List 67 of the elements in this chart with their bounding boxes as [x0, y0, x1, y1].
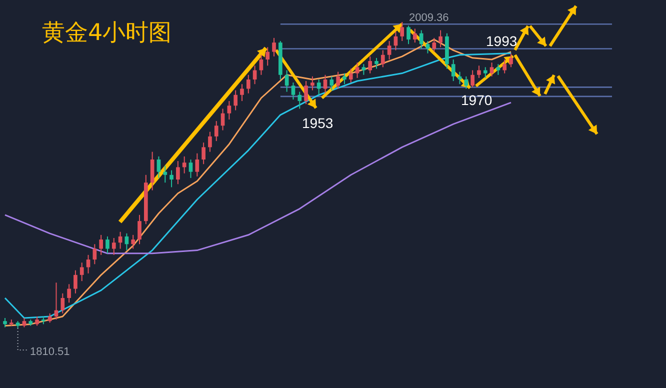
candlestick	[304, 80, 308, 105]
candlestick	[464, 76, 468, 90]
candlestick	[106, 236, 110, 254]
candlestick	[380, 50, 385, 68]
candlestick	[490, 62, 494, 77]
candlestick	[163, 165, 168, 184]
candlestick	[208, 131, 212, 152]
candlestick	[496, 64, 500, 76]
candlestick	[246, 74, 250, 94]
annotation: 1993	[486, 33, 518, 49]
candlestick	[74, 270, 78, 294]
candlestick	[451, 58, 456, 82]
candlestick	[387, 40, 392, 60]
candlestick	[419, 30, 424, 50]
candlestick	[188, 159, 193, 178]
candlestick	[400, 22, 404, 42]
candlestick	[202, 142, 206, 165]
candlestick	[131, 234, 136, 250]
candlestick	[413, 28, 417, 44]
candlestick	[150, 151, 154, 191]
candlestick	[342, 72, 346, 85]
candlestick	[502, 58, 507, 74]
text: 1810.51	[30, 346, 70, 358]
candlestick	[310, 76, 314, 91]
candlestick	[355, 62, 360, 78]
candlestick	[348, 68, 353, 84]
candlestick	[195, 152, 200, 177]
candlestick	[48, 312, 52, 324]
candlestick	[483, 66, 488, 78]
candlestick	[362, 64, 366, 76]
candlestick	[3, 318, 7, 328]
candlestick	[182, 156, 186, 174]
candlestick	[170, 170, 174, 188]
annotation: 1953	[302, 115, 334, 131]
candlestick	[214, 120, 218, 142]
candlestick	[266, 46, 270, 66]
candlestick	[336, 71, 340, 90]
candlestick	[156, 156, 161, 178]
candlestick	[368, 56, 372, 74]
candlestick	[432, 37, 436, 52]
candlestick	[112, 237, 116, 256]
candlestick	[470, 70, 474, 88]
candlestick	[80, 262, 84, 282]
chart-title: 黄金4小时图	[42, 20, 172, 46]
annotation: 2009.36	[409, 12, 449, 24]
candlestick	[138, 214, 142, 245]
candlestick	[176, 160, 180, 185]
candlestick	[240, 84, 244, 102]
candlestick	[259, 54, 264, 76]
candlestick	[374, 57, 378, 70]
candlestick	[99, 234, 103, 256]
candlestick	[438, 30, 442, 48]
candlestick	[477, 65, 481, 78]
annotation: 1970	[461, 92, 492, 108]
candlestick	[227, 100, 232, 120]
candlestick	[316, 78, 321, 96]
candlestick	[92, 244, 97, 265]
candlestick	[509, 52, 513, 68]
candlestick	[67, 284, 71, 304]
candlestick	[330, 76, 334, 91]
candlestick	[298, 91, 302, 110]
candlestick	[60, 292, 65, 314]
candlestick	[35, 316, 39, 326]
candlestick	[406, 25, 410, 45]
candlestick	[234, 90, 238, 111]
candlestick	[272, 37, 276, 57]
candlestick	[291, 82, 296, 100]
